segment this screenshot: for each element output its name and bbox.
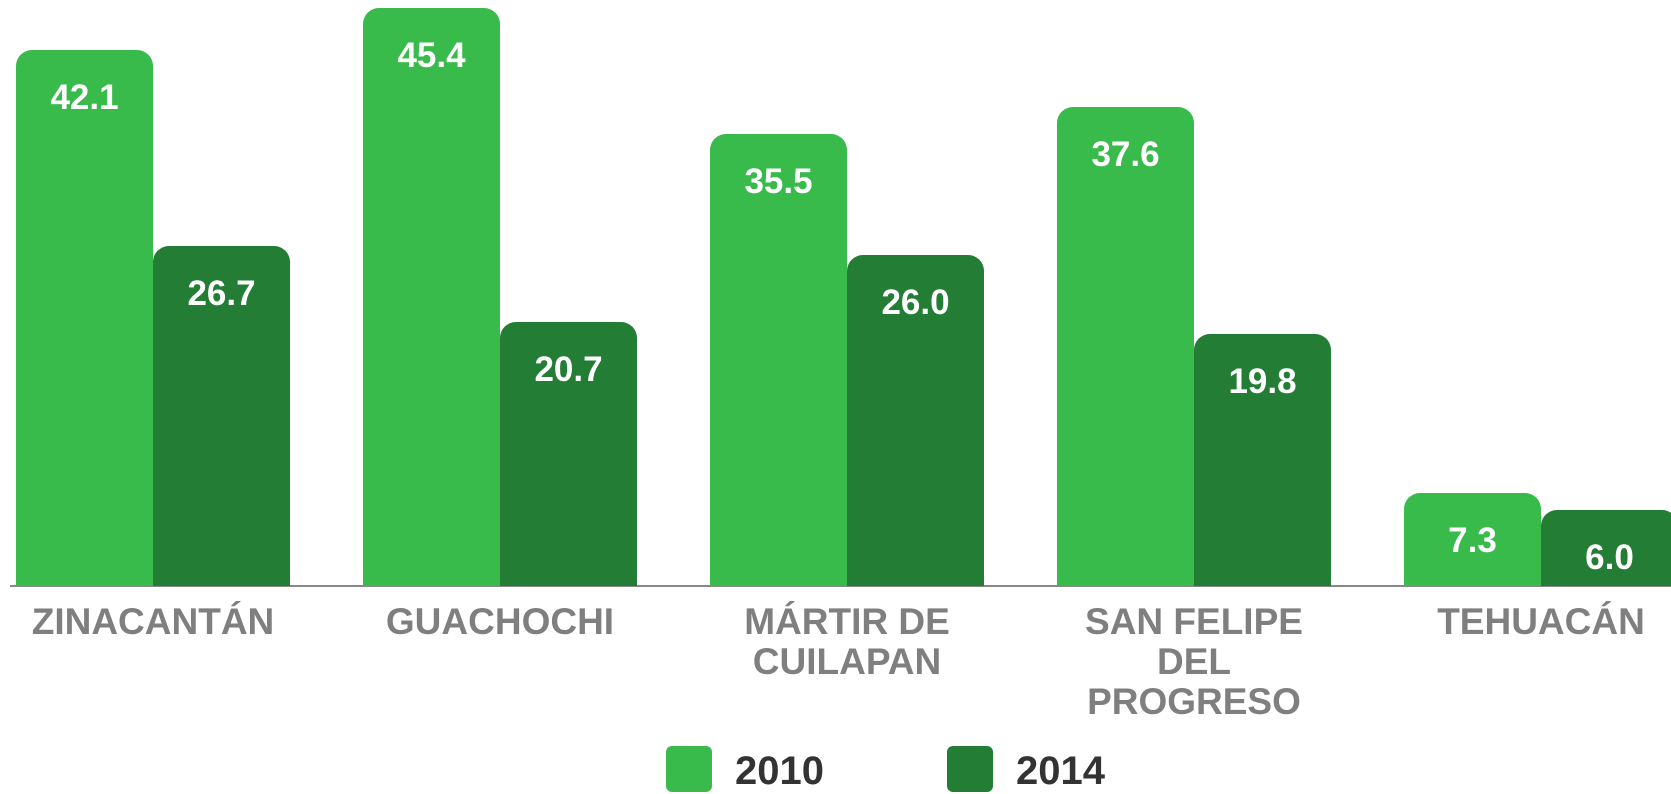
bar (1404, 493, 1541, 586)
data-label: 42.1 (50, 77, 119, 117)
bar (710, 133, 847, 586)
legend-label: 2014 (1016, 749, 1105, 793)
data-label: 6.0 (1585, 537, 1634, 577)
baseline (10, 585, 1671, 587)
x-tick-label: ZINACANTÁN (31, 601, 275, 642)
x-tick-label: SAN FELIPE DEL PROGRESO (1085, 601, 1303, 722)
bar (1541, 509, 1671, 586)
bar (1057, 107, 1194, 586)
data-label: 19.8 (1228, 361, 1297, 401)
legend-swatch (666, 746, 712, 792)
bar (153, 245, 290, 586)
data-label: 35.5 (744, 161, 813, 201)
data-label: 45.4 (397, 35, 466, 75)
x-tick-label: TEHUACÁN (1437, 601, 1645, 642)
data-label: 20.7 (534, 350, 603, 390)
data-label: 26.7 (187, 273, 256, 313)
bar (16, 49, 153, 586)
bar (847, 254, 984, 586)
data-label: 7.3 (1448, 521, 1497, 560)
data-label: 26.0 (881, 282, 950, 322)
x-tick-label: MÁRTIR DE CUILAPAN (744, 601, 950, 682)
bar (363, 7, 500, 586)
bar (500, 322, 637, 586)
legend-label: 2010 (735, 749, 824, 793)
x-tick-label: GUACHOCHI (385, 601, 615, 642)
bar (1194, 333, 1331, 586)
legend-swatch (947, 746, 993, 792)
data-label: 37.6 (1091, 135, 1160, 174)
